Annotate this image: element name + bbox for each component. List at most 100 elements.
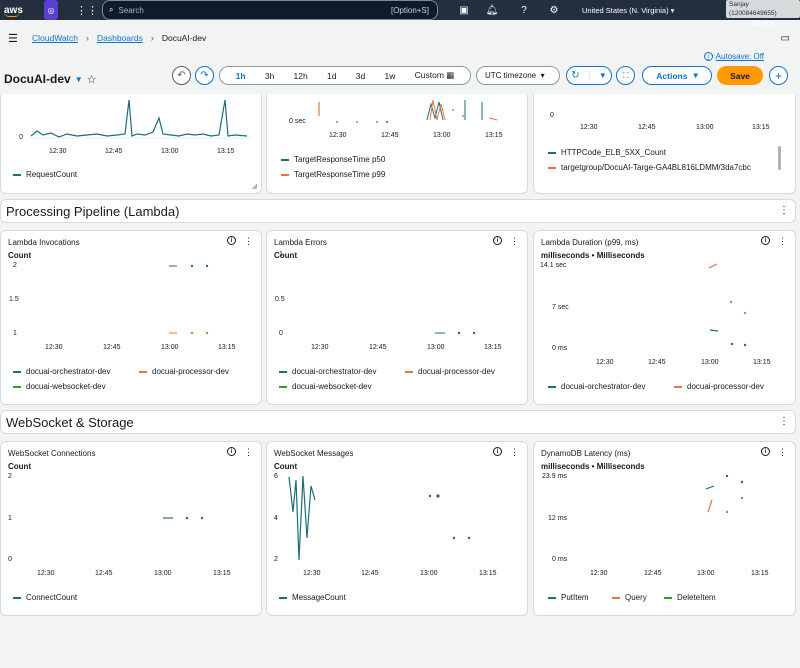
- range-1d[interactable]: 1d: [327, 70, 337, 81]
- widget-title: WebSocket Connections: [8, 449, 96, 458]
- x-label: 13:00: [161, 344, 179, 351]
- widget-kebab-icon[interactable]: ⋮: [244, 447, 253, 457]
- info-icon[interactable]: i: [761, 236, 770, 245]
- redo-button[interactable]: ↷: [195, 66, 214, 85]
- caret-down-icon[interactable]: ▼: [74, 74, 83, 84]
- legend-scrollbar[interactable]: [778, 146, 781, 170]
- section-processing-pipeline[interactable]: Processing Pipeline (Lambda) ⋮: [0, 199, 796, 223]
- section-kebab-icon[interactable]: ⋮: [779, 205, 789, 216]
- legend-item[interactable]: PutItem: [548, 593, 589, 602]
- legend-swatch: [139, 370, 147, 373]
- processor-point: [190, 331, 194, 335]
- message-point: [428, 494, 432, 498]
- fullscreen-button[interactable]: ⛶: [616, 66, 635, 85]
- legend-item[interactable]: docuai-orchestrator-dev: [279, 367, 376, 376]
- hamburger-menu-icon[interactable]: ☰: [8, 32, 18, 45]
- account-menu[interactable]: Sanjay (120084649655) Sanjay: [726, 0, 800, 27]
- legend-item[interactable]: DeleteItem: [664, 593, 716, 602]
- legend-item[interactable]: TargetResponseTime p99: [281, 170, 385, 179]
- breadcrumb-cloudwatch[interactable]: CloudWatch: [32, 33, 78, 43]
- section-kebab-icon[interactable]: ⋮: [779, 416, 789, 427]
- widget-lambda-duration: Lambda Duration (p99, ms) milliseconds •…: [533, 230, 796, 405]
- legend-item[interactable]: TargetResponseTime p50: [281, 155, 385, 164]
- widget-kebab-icon[interactable]: ⋮: [778, 236, 787, 246]
- legend-item[interactable]: docuai-websocket-dev: [13, 382, 106, 391]
- legend-item[interactable]: docuai-processor-dev: [405, 367, 495, 376]
- info-icon[interactable]: i: [227, 236, 236, 245]
- x-label: 12:30: [37, 570, 55, 577]
- actions-dropdown[interactable]: Actions ▾: [642, 66, 712, 85]
- x-label: 12:45: [644, 570, 662, 577]
- x-label: 12:45: [95, 570, 113, 577]
- range-3d[interactable]: 3d: [355, 70, 366, 81]
- legend-item[interactable]: docuai-processor-dev: [139, 367, 229, 376]
- aws-logo[interactable]: aws: [4, 0, 23, 20]
- range-1h[interactable]: 1h: [235, 70, 246, 81]
- add-widget-button[interactable]: +: [769, 66, 788, 85]
- cloudshell-icon[interactable]: ▣: [459, 4, 469, 16]
- connect-point: [185, 516, 189, 520]
- range-custom[interactable]: Custom ▦: [415, 70, 455, 81]
- search-input[interactable]: ⌕ Search [Option+S]: [102, 0, 438, 20]
- widget-title: Lambda Duration (p99, ms): [541, 238, 639, 247]
- request-count-line: [30, 99, 248, 138]
- favorite-star-icon[interactable]: ☆: [86, 73, 97, 86]
- legend-label: ConnectCount: [26, 593, 78, 602]
- legend-label: docuai-websocket-dev: [292, 382, 372, 391]
- widget-kebab-icon[interactable]: ⋮: [778, 447, 787, 457]
- info-icon[interactable]: i: [493, 447, 502, 456]
- legend-item[interactable]: Query: [612, 593, 647, 602]
- legend-swatch: [279, 370, 287, 373]
- custom-label: Custom: [414, 70, 444, 80]
- feedback-icon[interactable]: ▭: [780, 32, 790, 44]
- widget-kebab-icon[interactable]: ⋮: [510, 447, 519, 457]
- range-12h[interactable]: 12h: [293, 70, 308, 81]
- y-label: 0 ms: [552, 556, 568, 563]
- legend-item[interactable]: targetgroup/DocuAI-Targe-GA4BL816LDMM/3d…: [548, 163, 778, 172]
- legend-item[interactable]: docuai-orchestrator-dev: [548, 382, 645, 391]
- info-icon[interactable]: i: [227, 447, 236, 456]
- save-button[interactable]: Save: [717, 66, 763, 85]
- legend-swatch: [405, 370, 413, 373]
- legend-label: PutItem: [561, 593, 589, 602]
- target-response-chart: [318, 99, 498, 123]
- legend-item[interactable]: docuai-processor-dev: [674, 382, 764, 391]
- resize-handle-icon[interactable]: ◢: [251, 183, 257, 190]
- region-selector[interactable]: United States (N. Virginia) ▾: [582, 5, 675, 15]
- autosave-toggle[interactable]: i Autosave: Off: [703, 52, 764, 61]
- legend-label: RequestCount: [26, 170, 78, 179]
- legend-item[interactable]: HTTPCode_ELB_5XX_Count: [548, 148, 666, 157]
- legend-label: MessageCount: [292, 593, 346, 602]
- x-label: 13:00: [433, 132, 451, 139]
- refresh-dropdown-icon[interactable]: ▼: [598, 71, 607, 80]
- widget-kebab-icon[interactable]: ⋮: [510, 236, 519, 246]
- info-icon[interactable]: i: [761, 447, 770, 456]
- dashboard-title[interactable]: DocuAI-dev ▼ ☆: [4, 72, 96, 86]
- legend-item[interactable]: RequestCount: [13, 170, 77, 179]
- timezone-select[interactable]: UTC timezone ▾: [476, 66, 560, 85]
- notifications-icon[interactable]: 🔔︎: [485, 4, 499, 16]
- range-3h[interactable]: 3h: [264, 70, 275, 81]
- section-websocket-storage[interactable]: WebSocket & Storage ⋮: [0, 410, 796, 434]
- info-icon[interactable]: i: [493, 236, 502, 245]
- time-range-selector[interactable]: 1h 3h 12h 1d 3d 1w Custom ▦: [219, 66, 471, 85]
- legend-item[interactable]: MessageCount: [279, 593, 346, 602]
- undo-button[interactable]: ↶: [172, 66, 191, 85]
- legend-item[interactable]: docuai-websocket-dev: [279, 382, 372, 391]
- legend-label: docuai-orchestrator-dev: [561, 382, 646, 391]
- legend-item[interactable]: docuai-orchestrator-dev: [13, 367, 110, 376]
- legend-swatch: [279, 385, 287, 388]
- widget-unit: Count: [8, 462, 32, 471]
- account-id: Sanjay (120084649655): [726, 0, 800, 18]
- settings-gear-icon[interactable]: ⚙: [549, 4, 559, 16]
- breadcrumb-dashboards[interactable]: Dashboards: [96, 33, 143, 43]
- services-grid-icon[interactable]: ⋮⋮⋮: [76, 4, 109, 17]
- widget-kebab-icon[interactable]: ⋮: [244, 236, 253, 246]
- widget-request-count: 0 12:30 12:45 13:00 13:15 RequestCount ◢: [0, 94, 262, 194]
- cloudwatch-service-icon[interactable]: ◎: [44, 0, 58, 20]
- legend-item[interactable]: ConnectCount: [13, 593, 77, 602]
- query-point: [740, 496, 744, 500]
- range-1w[interactable]: 1w: [384, 70, 396, 81]
- help-icon[interactable]: ?: [521, 4, 527, 16]
- refresh-button[interactable]: ↻ | ▼: [566, 66, 612, 85]
